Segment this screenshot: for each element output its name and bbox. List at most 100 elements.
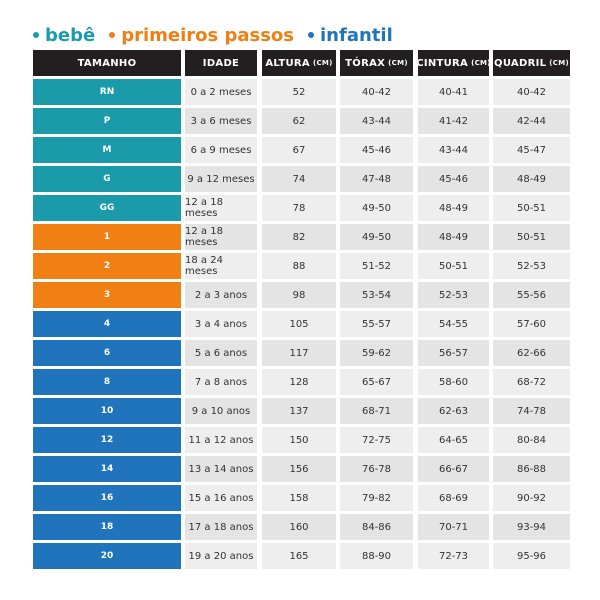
measure-cell: 105 bbox=[262, 311, 336, 337]
measure-cell: 49-50 bbox=[340, 195, 413, 221]
measure-cell: 3 a 6 meses bbox=[185, 108, 257, 134]
measure-cell: 80-84 bbox=[493, 427, 570, 453]
measure-cell: 53-54 bbox=[340, 282, 413, 308]
measure-cell: 48-49 bbox=[418, 195, 489, 221]
measure-cell: 74 bbox=[262, 166, 336, 192]
size-cell: G bbox=[33, 166, 181, 192]
measure-cell: 48-49 bbox=[493, 166, 570, 192]
size-cell: 8 bbox=[33, 369, 181, 395]
size-cell: 6 bbox=[33, 340, 181, 366]
measure-cell: 56-57 bbox=[418, 340, 489, 366]
measure-cell: 50-51 bbox=[493, 224, 570, 250]
measure-cell: 43-44 bbox=[340, 108, 413, 134]
measure-cell: 2 a 3 anos bbox=[185, 282, 257, 308]
measure-cell: 156 bbox=[262, 456, 336, 482]
measure-cell: 76-78 bbox=[340, 456, 413, 482]
measure-cell: 95-96 bbox=[493, 543, 570, 569]
measure-cell: 52-53 bbox=[418, 282, 489, 308]
measure-cell: 55-56 bbox=[493, 282, 570, 308]
legend-label: primeiros passos bbox=[121, 24, 295, 46]
measure-cell: 59-62 bbox=[340, 340, 413, 366]
measure-cell: 50-51 bbox=[493, 195, 570, 221]
size-cell: 12 bbox=[33, 427, 181, 453]
measure-cell: 50-51 bbox=[418, 253, 489, 279]
measure-cell: 158 bbox=[262, 485, 336, 511]
legend-item: infantil bbox=[308, 25, 393, 46]
measure-cell: 117 bbox=[262, 340, 336, 366]
measure-cell: 12 a 18 meses bbox=[185, 195, 257, 221]
measure-cell: 15 a 16 anos bbox=[185, 485, 257, 511]
measure-cell: 42-44 bbox=[493, 108, 570, 134]
header-cell: TÓRAX (CM) bbox=[340, 50, 413, 76]
measure-cell: 67 bbox=[262, 137, 336, 163]
measure-cell: 74-78 bbox=[493, 398, 570, 424]
header-cell: ALTURA (CM) bbox=[262, 50, 336, 76]
measure-cell: 12 a 18 meses bbox=[185, 224, 257, 250]
measure-cell: 150 bbox=[262, 427, 336, 453]
header-label: TÓRAX bbox=[345, 57, 386, 69]
header-cell: CINTURA (CM) bbox=[416, 50, 491, 76]
measure-cell: 40-41 bbox=[418, 79, 489, 105]
measure-cell: 11 a 12 anos bbox=[185, 427, 257, 453]
measure-cell: 17 a 18 anos bbox=[185, 514, 257, 540]
size-cell: 20 bbox=[33, 543, 181, 569]
measure-cell: 49-50 bbox=[340, 224, 413, 250]
measure-cell: 51-52 bbox=[340, 253, 413, 279]
header-label: ALTURA bbox=[265, 57, 310, 69]
measure-cell: 66-67 bbox=[418, 456, 489, 482]
measure-cell: 160 bbox=[262, 514, 336, 540]
measure-cell: 19 a 20 anos bbox=[185, 543, 257, 569]
measure-cell: 98 bbox=[262, 282, 336, 308]
header-unit: (CM) bbox=[471, 59, 491, 67]
size-cell: 14 bbox=[33, 456, 181, 482]
legend-label: bebê bbox=[45, 24, 96, 46]
measure-cell: 57-60 bbox=[493, 311, 570, 337]
measure-cell: 48-49 bbox=[418, 224, 489, 250]
measure-cell: 45-47 bbox=[493, 137, 570, 163]
measure-cell: 18 a 24 meses bbox=[185, 253, 257, 279]
measure-cell: 40-42 bbox=[493, 79, 570, 105]
measure-cell: 68-72 bbox=[493, 369, 570, 395]
measure-cell: 72-75 bbox=[340, 427, 413, 453]
measure-cell: 93-94 bbox=[493, 514, 570, 540]
header-label: QUADRIL bbox=[494, 57, 547, 69]
header-unit: (CM) bbox=[388, 59, 408, 67]
header-unit: (CM) bbox=[549, 59, 569, 67]
measure-cell: 5 a 6 anos bbox=[185, 340, 257, 366]
measure-cell: 90-92 bbox=[493, 485, 570, 511]
measure-cell: 68-71 bbox=[340, 398, 413, 424]
measure-cell: 165 bbox=[262, 543, 336, 569]
measure-cell: 79-82 bbox=[340, 485, 413, 511]
measure-cell: 72-73 bbox=[418, 543, 489, 569]
measure-cell: 86-88 bbox=[493, 456, 570, 482]
measure-cell: 70-71 bbox=[418, 514, 489, 540]
measure-cell: 78 bbox=[262, 195, 336, 221]
header-cell: TAMANHO bbox=[33, 50, 181, 76]
legend-item: bebê bbox=[33, 25, 95, 46]
measure-cell: 62 bbox=[262, 108, 336, 134]
measure-cell: 43-44 bbox=[418, 137, 489, 163]
size-cell: 4 bbox=[33, 311, 181, 337]
measure-cell: 62-63 bbox=[418, 398, 489, 424]
measure-cell: 52 bbox=[262, 79, 336, 105]
measure-cell: 64-65 bbox=[418, 427, 489, 453]
measure-cell: 45-46 bbox=[418, 166, 489, 192]
size-cell: 18 bbox=[33, 514, 181, 540]
measure-cell: 62-66 bbox=[493, 340, 570, 366]
measure-cell: 40-42 bbox=[340, 79, 413, 105]
legend-dot bbox=[33, 32, 39, 38]
size-cell: M bbox=[33, 137, 181, 163]
measure-cell: 13 a 14 anos bbox=[185, 456, 257, 482]
measure-cell: 58-60 bbox=[418, 369, 489, 395]
measure-cell: 9 a 10 anos bbox=[185, 398, 257, 424]
measure-cell: 54-55 bbox=[418, 311, 489, 337]
size-cell: 3 bbox=[33, 282, 181, 308]
measure-cell: 82 bbox=[262, 224, 336, 250]
size-cell: RN bbox=[33, 79, 181, 105]
measure-cell: 7 a 8 anos bbox=[185, 369, 257, 395]
legend-label: infantil bbox=[320, 24, 393, 46]
measure-cell: 88-90 bbox=[340, 543, 413, 569]
size-cell: GG bbox=[33, 195, 181, 221]
size-cell: 10 bbox=[33, 398, 181, 424]
